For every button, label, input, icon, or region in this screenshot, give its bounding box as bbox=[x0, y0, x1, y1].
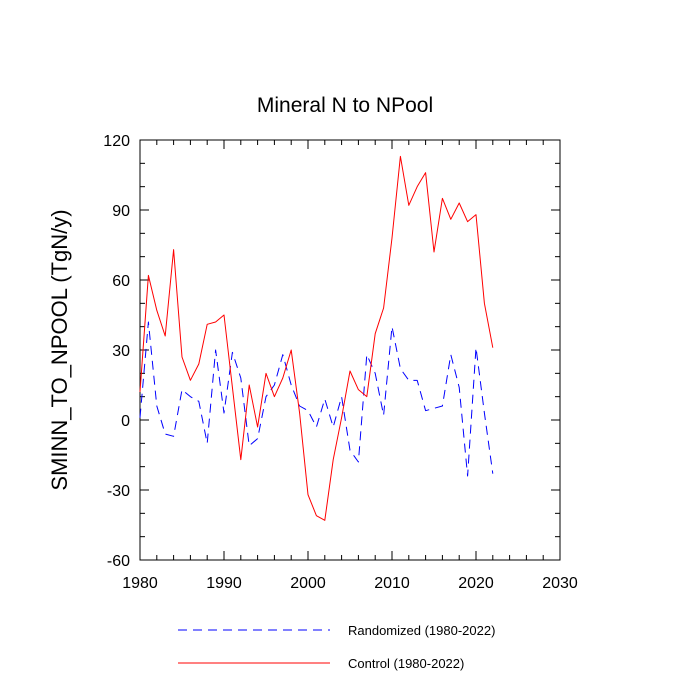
x-tick-label: 2030 bbox=[542, 575, 578, 592]
x-tick-label: 2020 bbox=[458, 575, 494, 592]
x-tick-label: 2010 bbox=[374, 575, 410, 592]
x-tick-label: 1980 bbox=[122, 575, 158, 592]
series-line-control bbox=[139, 155, 494, 521]
y-tick-label: 60 bbox=[112, 273, 130, 290]
y-tick-label: -30 bbox=[107, 483, 130, 500]
y-tick-label: -60 bbox=[107, 553, 130, 570]
series-line-randomized bbox=[139, 321, 494, 477]
y-tick-label: 90 bbox=[112, 203, 130, 220]
plot-frame bbox=[139, 139, 561, 561]
chart-title: Mineral N to NPool bbox=[257, 94, 433, 117]
x-tick-label: 1990 bbox=[206, 575, 242, 592]
legend: Randomized (1980-2022) Control (1980-2022… bbox=[178, 623, 495, 671]
legend-label: Control (1980-2022) bbox=[348, 656, 464, 671]
y-axis-label: SMINN_TO_NPOOL (TgN/y) bbox=[47, 209, 72, 490]
plot-area: 1980 1990 2000 2010 2020 2030 -60 -30 0 30 60 90 120 bbox=[103, 133, 578, 592]
legend-label: Randomized (1980-2022) bbox=[348, 623, 495, 638]
y-tick-label: 0 bbox=[121, 413, 130, 430]
y-tick-label: 30 bbox=[112, 343, 130, 360]
x-tick-label: 2000 bbox=[290, 575, 326, 592]
y-tick-label: 120 bbox=[103, 133, 130, 150]
